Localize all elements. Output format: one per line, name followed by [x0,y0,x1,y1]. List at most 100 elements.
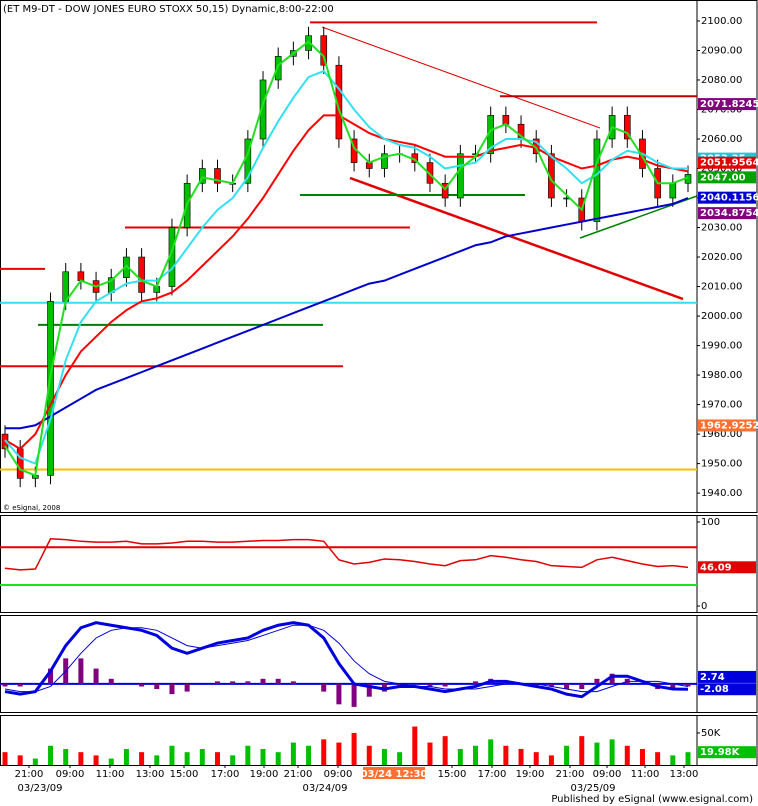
volume-bar [275,752,281,765]
y-tick-label: 2080.00 [701,75,742,86]
histogram-bar [2,683,8,687]
histogram-bar [336,683,342,705]
y-tick-label: 2020.00 [701,252,742,263]
value-tag: 2.74 [700,672,725,683]
value-tag-box [698,98,756,111]
volume-bar [32,758,38,765]
volume-bar [139,752,145,765]
value-tag: 2034.87542 [700,208,758,219]
volume-bar [488,739,494,765]
panel-frame [0,0,758,513]
x-tick-label: 21:00 [556,769,585,780]
candle-body [320,35,328,66]
value-tag-box [698,191,756,204]
x-tick-label: 17:00 [478,769,507,780]
footer: Published by eSignal (www.esignal.com) [551,794,753,805]
histogram-bar [442,683,448,687]
date-label: 03/24/09 [303,783,348,794]
histogram-bar [685,683,691,687]
histogram-bar [427,683,433,687]
volume-bar [670,755,676,765]
histogram-bar [230,681,236,684]
value-tag-box [698,670,756,683]
volume-bar [17,755,23,765]
candle-body [138,256,145,293]
candle-body [199,168,206,184]
y-tick-label: 2000.00 [701,311,742,322]
histogram-bar [564,683,570,690]
candle-body [123,256,130,278]
candle-body [457,153,464,199]
y-tick-label: 0 [701,601,707,612]
candle-body [214,168,221,184]
volume-bar [169,745,175,765]
volume-bar [260,748,266,765]
x-tick-label: 09:00 [324,769,353,780]
candle-body [381,153,388,169]
y-tick-label: 1960.00 [701,429,742,440]
volume-bar [685,752,691,765]
moving-average [5,197,689,430]
histogram-bar [670,683,676,690]
volume-bar [548,755,554,765]
volume-bar [351,732,357,765]
volume-bar [184,752,190,765]
histogram-bar [260,678,266,684]
y-tick-label: 2050.00 [701,164,742,175]
volume-bar [78,752,84,765]
candle-body [426,162,434,184]
value-tag-box [698,156,756,169]
y-tick-label: 2060.00 [701,134,742,145]
y-tick-label: 2010.00 [701,282,742,293]
value-tag: 2051.95641 [700,158,758,169]
value-tag: 2071.82458 [700,99,758,110]
x-tick-label: 15:00 [170,769,199,780]
volume-bar [655,752,661,765]
volume-bar [503,745,509,765]
y-tick-label: 1940.00 [701,488,742,499]
histogram-bar [214,681,220,684]
volume-bar [93,755,99,765]
volume-bar [366,745,372,765]
histogram-bar [290,681,296,684]
histogram-bar [594,678,600,684]
histogram-bar [579,683,585,690]
volume-bar [154,755,160,765]
y-tick-label: 2090.00 [701,45,742,56]
histogram-bar [321,683,327,692]
moving-average [4,69,688,465]
x-tick-label: 09:00 [56,769,85,780]
histogram-bar [473,681,479,684]
value-tag-box [698,207,756,220]
panel-frame [0,515,758,613]
y-tick-label: 100 [701,517,720,528]
y-tick-label: 1980.00 [701,370,742,381]
value-tag: 2040.11565 [700,193,758,204]
candle-body [593,138,601,222]
x-tick-label: 11:00 [631,769,660,780]
volume-bar [442,736,448,765]
value-tag-box [698,171,756,184]
value-tag-box [698,561,756,574]
histogram-bar [78,658,84,684]
macd-line [4,624,689,693]
volume-bar [564,745,570,765]
volume-bar [306,745,312,765]
histogram-bar [184,683,190,692]
volume-bar [427,742,433,765]
histogram-bar [48,668,54,684]
candle-body [274,56,282,81]
value-tag: -2.08 [700,684,729,695]
y-tick-label: 2030.00 [701,223,742,234]
y-tick-label: 1990.00 [701,341,742,352]
y-tick-label: 2100.00 [701,16,742,27]
volume-bar [397,752,403,765]
volume-bar [245,745,251,765]
macd-line [4,621,689,699]
oscillator-line [4,538,689,571]
moving-average [4,40,689,477]
panel-frame [0,715,758,766]
candle-body [441,182,449,199]
trend-line [349,176,684,301]
